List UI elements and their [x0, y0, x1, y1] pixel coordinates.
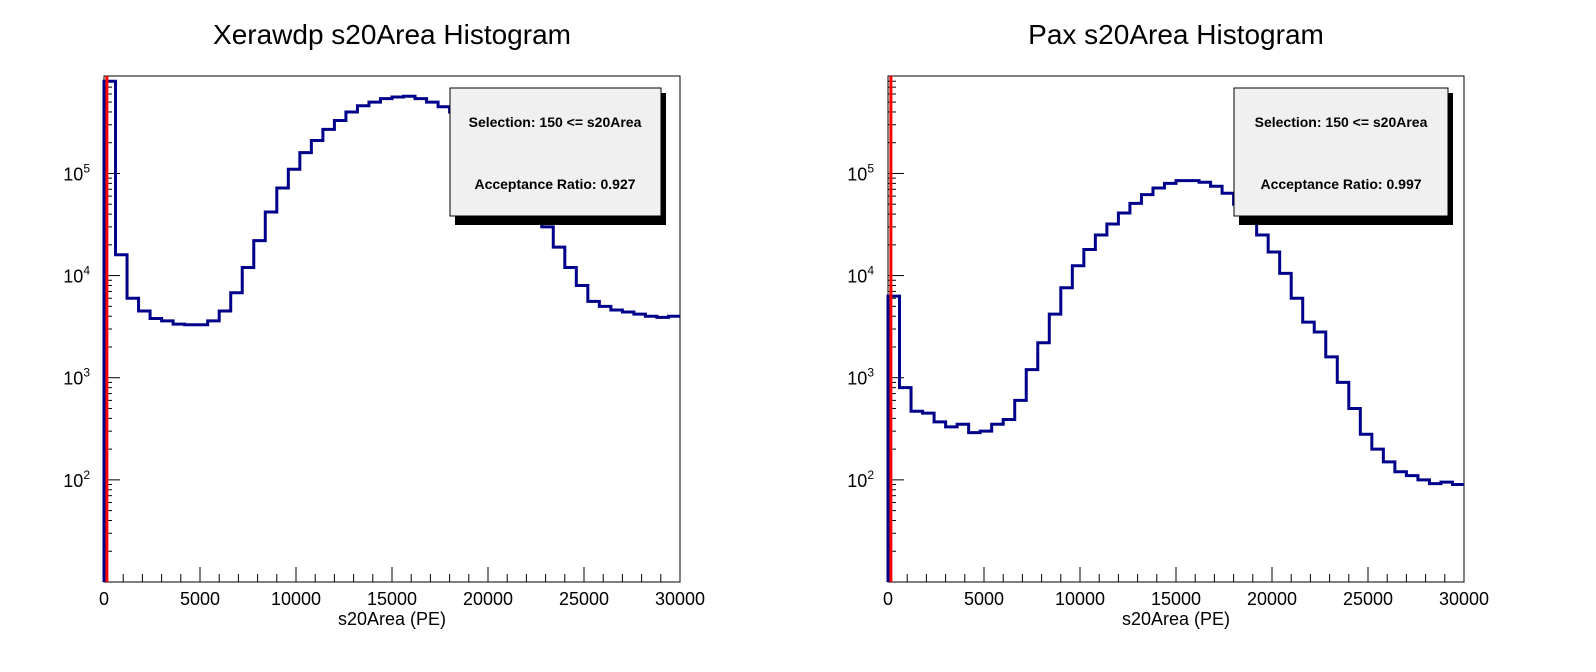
stats-acceptance-text: Acceptance Ratio: 0.927 — [474, 176, 635, 192]
y-tick-label: 103 — [63, 366, 90, 389]
x-tick-label: 0 — [883, 589, 893, 609]
histogram-line — [886, 179, 1464, 582]
x-axis-label: s20Area (PE) — [338, 609, 446, 629]
chart-title: Pax s20Area Histogram — [1028, 19, 1324, 50]
stats-box-panel — [449, 87, 662, 217]
x-tick-label: 30000 — [1439, 589, 1489, 609]
x-tick-label: 15000 — [1151, 589, 1201, 609]
stats-selection-text: Selection: 150 <= s20Area — [469, 114, 642, 130]
x-tick-label: 15000 — [367, 589, 417, 609]
y-tick-label: 102 — [63, 468, 90, 491]
tick-labels: 0 5000 10000 15000 20000 25000 30000 102 103 104 1… — [63, 161, 705, 609]
y-tick-label: 104 — [847, 264, 874, 287]
x-tick-label: 25000 — [1343, 589, 1393, 609]
stats-box: Selection: 150 <= s20Area Acceptance Rat… — [449, 87, 666, 225]
x-tick-label: 20000 — [463, 589, 513, 609]
y-tick-label: 105 — [847, 161, 874, 184]
tick-labels: 0 5000 10000 15000 20000 25000 30000 102 103 104 1… — [847, 161, 1489, 609]
y-tick-label: 103 — [847, 366, 874, 389]
x-tick-label: 0 — [99, 589, 109, 609]
x-tick-label: 10000 — [271, 589, 321, 609]
chart-title: Xerawdp s20Area Histogram — [213, 19, 571, 50]
stats-box: Selection: 150 <= s20Area Acceptance Rat… — [1233, 87, 1453, 225]
y-tick-label: 104 — [63, 264, 90, 287]
y-tick-label: 102 — [847, 468, 874, 491]
stats-selection-text: Selection: 150 <= s20Area — [1255, 114, 1428, 130]
x-tick-label: 5000 — [964, 589, 1004, 609]
x-tick-label: 10000 — [1055, 589, 1105, 609]
x-tick-label: 25000 — [559, 589, 609, 609]
xerawdp-histogram-panel: Xerawdp s20Area Histogram 0 5000 10000 1500… — [63, 19, 705, 629]
y-tick-label: 105 — [63, 161, 90, 184]
stats-acceptance-text: Acceptance Ratio: 0.997 — [1260, 176, 1421, 192]
pax-histogram-panel: Pax s20Area Histogram 0 5000 10000 15000 200… — [847, 19, 1489, 629]
x-tick-label: 20000 — [1247, 589, 1297, 609]
x-tick-label: 30000 — [655, 589, 705, 609]
histogram-line — [102, 79, 680, 582]
stats-box-panel — [1233, 87, 1449, 217]
x-tick-label: 5000 — [180, 589, 220, 609]
x-axis-label: s20Area (PE) — [1122, 609, 1230, 629]
